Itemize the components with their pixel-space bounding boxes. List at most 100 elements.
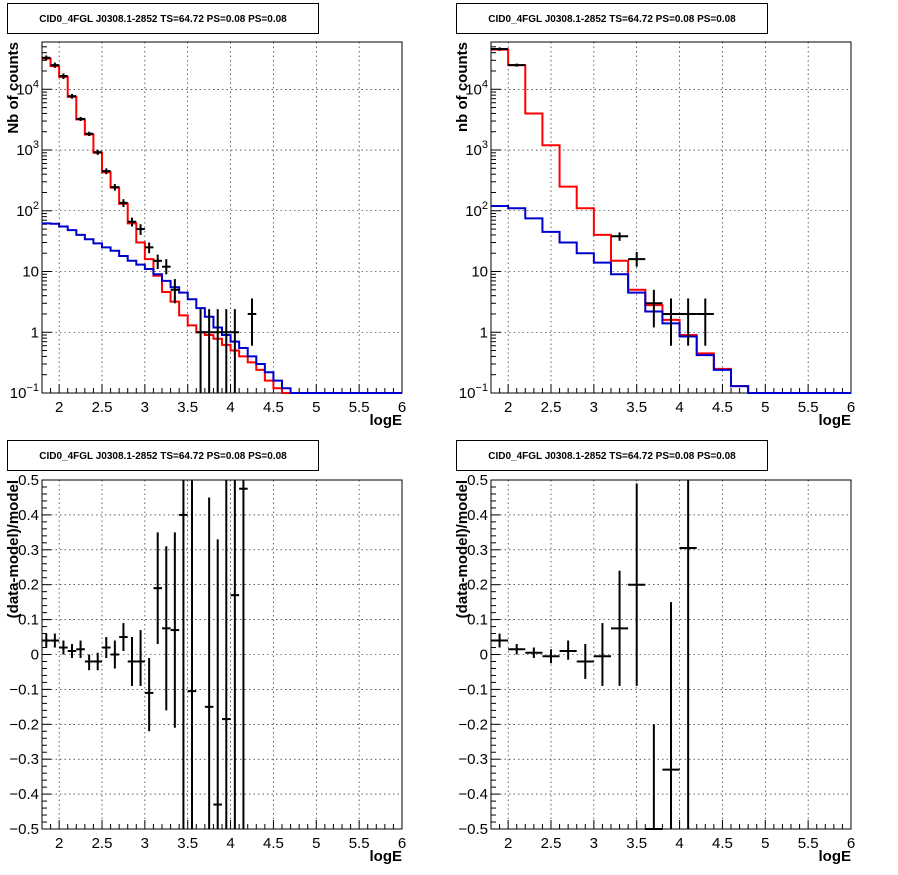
data-point: [102, 637, 111, 658]
data-point: [93, 149, 102, 155]
x-tick-label: 5.5: [349, 399, 370, 416]
data-point: [42, 55, 51, 61]
y-tick-exponent: −1: [26, 382, 39, 394]
x-tick-label: 4.5: [712, 399, 733, 416]
y-tick-label: −0.4: [9, 786, 39, 803]
title-box: CID0_4FGL J0308.1-2852 TS=64.72 PS=0.08 …: [456, 3, 768, 34]
data-point: [102, 168, 111, 175]
y-tick-label: 0.2: [467, 577, 488, 594]
panel-bottom-left: 2 2.5 3 3.5 4 4.5 5 5.5 6 −0.5 −0.4 −0.3 −0.2 −0.1 0 0.…: [5, 472, 406, 865]
y-axis-title: nb of counts: [454, 42, 471, 132]
data-point: [93, 652, 102, 671]
y-tick-label: 103: [16, 139, 39, 159]
y-tick-label: −0.3: [9, 751, 39, 768]
y-tick-label: 0.3: [467, 542, 488, 559]
data-point: [50, 62, 60, 68]
y-tick-label: 0.5: [18, 472, 39, 489]
data-point: [491, 47, 509, 51]
x-tick-label: 2.5: [541, 835, 562, 852]
y-tick-label: 10: [471, 264, 488, 281]
data-point: [153, 532, 162, 645]
y-tick-label: 10−1: [10, 382, 39, 402]
x-tick-label: 5.5: [349, 835, 370, 852]
data-point: [611, 232, 629, 241]
data-point: [110, 640, 120, 669]
data-point: [136, 224, 145, 235]
data-point: [196, 309, 205, 393]
y-axis-title: (data-model)/model: [454, 480, 471, 618]
y-tick-label: −0.3: [458, 751, 488, 768]
data-point: [76, 640, 85, 658]
x-tick-label: 5: [761, 399, 769, 416]
x-tick-label: 5: [761, 835, 769, 852]
x-tick-label: 4: [675, 835, 683, 852]
y-tick-label: −0.5: [458, 821, 488, 838]
data-point: [662, 602, 680, 829]
data-point: [222, 480, 231, 829]
x-tick-label: 4.5: [263, 835, 284, 852]
x-axis-title: logE: [819, 412, 852, 429]
x-tick-label: 3: [141, 835, 149, 852]
data-point: [162, 546, 171, 711]
y-tick-label: 0.1: [467, 612, 488, 629]
title-box: CID0_4FGL J0308.1-2852 TS=64.72 PS=0.08 …: [7, 440, 319, 471]
data-point: [628, 483, 646, 686]
data-point: [84, 654, 94, 671]
data-point: [491, 633, 509, 648]
data-point: [508, 644, 526, 655]
y-tick-exponent: 2: [482, 200, 488, 212]
y-tick-exponent: 4: [482, 78, 488, 90]
y-tick-label: −0.1: [9, 681, 39, 698]
data-point: [213, 539, 222, 829]
y-tick-label: 0: [31, 647, 39, 664]
data-point: [179, 480, 188, 829]
y-tick-label: −0.4: [458, 786, 488, 803]
x-tick-label: 3.5: [177, 399, 198, 416]
y-axis-title: Nb of counts: [5, 42, 22, 134]
y-tick-exponent: 3: [33, 139, 39, 151]
title-box: CID0_4FGL J0308.1-2852 TS=64.72 PS=0.08 …: [456, 440, 768, 471]
data-point: [59, 73, 68, 79]
y-tick-label: 0.1: [18, 612, 39, 629]
y-tick-label: 102: [16, 200, 39, 220]
x-tick-label: 5.5: [798, 835, 819, 852]
data-point: [204, 497, 214, 829]
data-point: [508, 63, 526, 67]
data-point: [144, 242, 154, 254]
y-axis-title: (data-model)/model: [5, 480, 22, 618]
data-point: [593, 623, 611, 686]
x-tick-label: 4: [226, 399, 234, 416]
x-tick-label: 2: [55, 835, 63, 852]
data-point: [645, 724, 663, 830]
model-step-line: [42, 57, 402, 394]
data-point: [144, 657, 154, 732]
x-tick-label: 5: [312, 399, 320, 416]
data-point: [230, 309, 240, 393]
data-point: [50, 633, 60, 648]
y-tick-label: 103: [465, 139, 488, 159]
x-tick-label: 3.5: [177, 835, 198, 852]
x-tick-label: 2: [504, 399, 512, 416]
data-point: [153, 254, 162, 269]
x-tick-label: 2.5: [92, 835, 113, 852]
x-tick-label: 2: [504, 835, 512, 852]
y-tick-label: 0: [480, 647, 488, 664]
data-point: [247, 298, 257, 346]
panel-bottom-right: 2 2.5 3 3.5 4 4.5 5 5.5 6 −0.5 −0.4 −0.3 −0.2 −0.1 0 0.…: [454, 472, 855, 865]
x-tick-label: 2.5: [541, 399, 562, 416]
x-tick-label: 3: [590, 399, 598, 416]
panel-top-right: 2 2.5 3 3.5 4 4.5 5 5.5 610−1110102103104logEnb …: [454, 41, 855, 429]
data-point: [162, 259, 171, 275]
x-tick-label: 4: [226, 835, 234, 852]
data-point: [67, 93, 77, 99]
data-point: [59, 640, 68, 655]
model-step-line: [42, 222, 402, 394]
x-axis-title: logE: [370, 848, 403, 865]
data-point: [525, 647, 543, 658]
y-tick-label: 10: [22, 264, 39, 281]
y-tick-label: 0.5: [467, 472, 488, 489]
y-tick-label: −0.1: [458, 681, 488, 698]
x-tick-label: 2.5: [92, 399, 113, 416]
panel-top-left: 2 2.5 3 3.5 4 4.5 5 5.5 610−1110102103104logENb …: [5, 41, 406, 429]
